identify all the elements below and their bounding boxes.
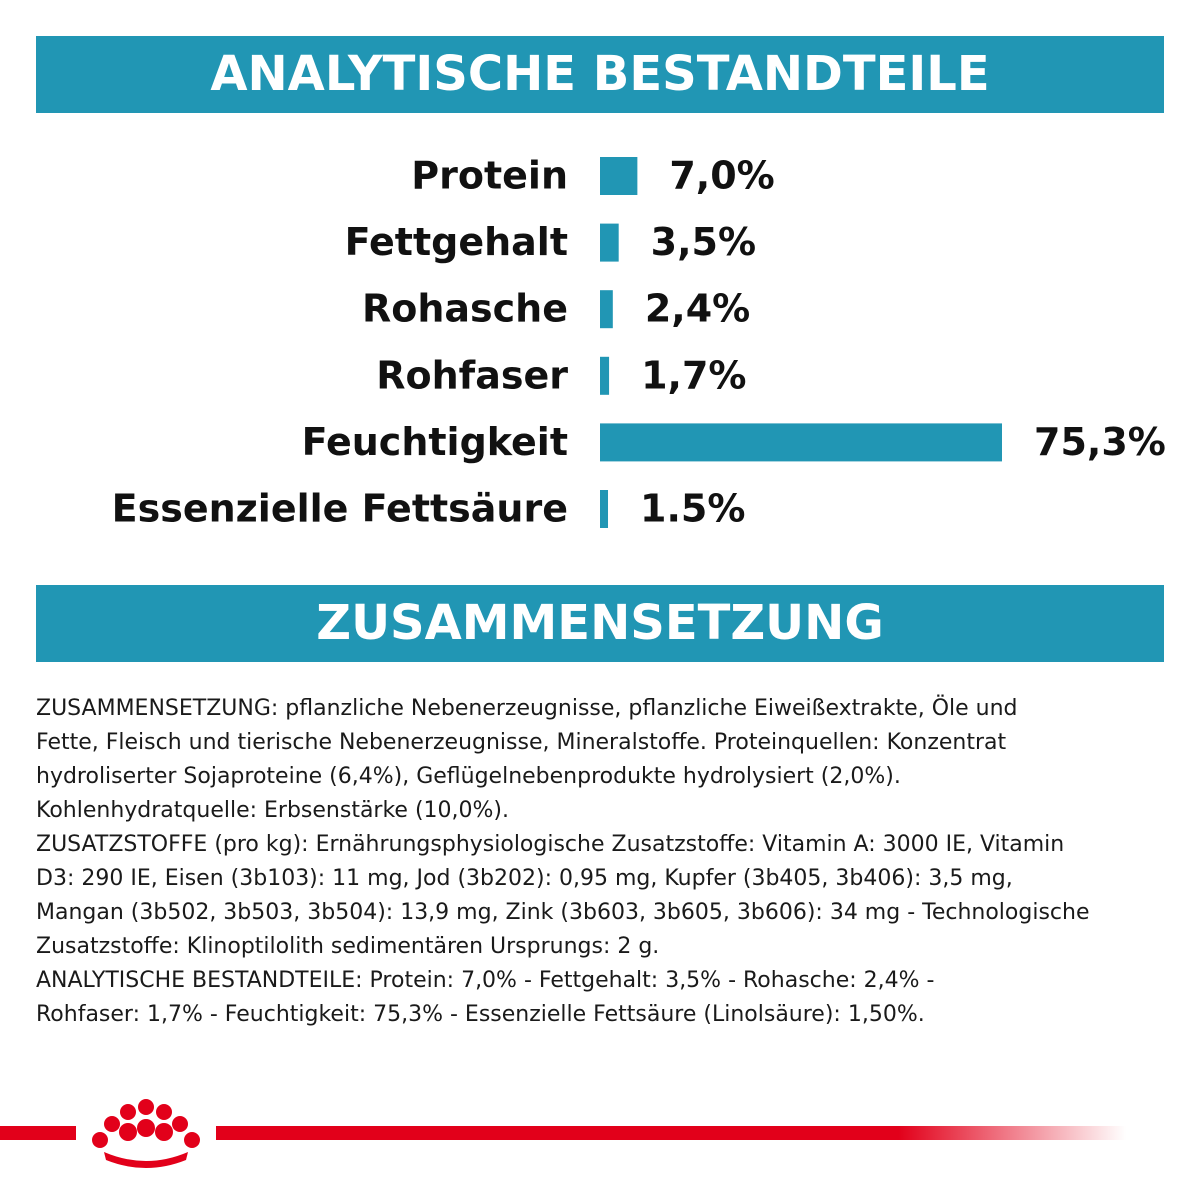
category-label: Rohfaser: [376, 353, 568, 397]
bar: [600, 223, 619, 262]
composition-line: ANALYTISCHE BESTANDTEILE: Protein: 7,0% …: [36, 968, 934, 993]
category-label: Fettgehalt: [345, 220, 568, 264]
logo: [0, 1099, 1126, 1168]
section-title: ZUSAMMENSETZUNG: [316, 595, 883, 651]
bar: [600, 157, 638, 195]
composition-line: Fette, Fleisch und tierische Nebenerzeug…: [36, 730, 1007, 755]
value-label: 1,7%: [641, 353, 746, 397]
composition-line: ZUSAMMENSETZUNG: pflanzliche Nebenerzeug…: [36, 695, 1018, 721]
chart-title: ANALYTISCHE BESTANDTEILE: [210, 46, 989, 102]
bar: [600, 356, 610, 395]
value-label: 75,3%: [1034, 420, 1166, 464]
value-label: 2,4%: [645, 287, 750, 331]
category-label: Rohasche: [362, 287, 568, 331]
composition-line: ZUSATZSTOFFE (pro kg): Ernährungsphysiol…: [36, 832, 1064, 857]
composition-line: D3: 290 IE, Eisen (3b103): 11 mg, Jod (3…: [36, 866, 1013, 891]
bar: [600, 290, 613, 329]
composition-line: Mangan (3b502, 3b503, 3b504): 13,9 mg, Z…: [36, 900, 1090, 925]
category-label: Protein: [411, 154, 568, 198]
composition-line: Zusatzstoffe: Klinoptilolith sedimentäre…: [36, 934, 659, 959]
value-label: 3,5%: [651, 220, 756, 264]
header-band: [36, 585, 1164, 662]
category-label: Feuchtigkeit: [302, 420, 568, 464]
header-band: [36, 36, 1164, 113]
composition-line: Kohlenhydratquelle: Erbsenstärke (10,0%)…: [36, 798, 509, 823]
category-label: Essenzielle Fettsäure: [112, 487, 568, 531]
value-label: 1.5%: [640, 487, 745, 531]
bar: [600, 490, 609, 528]
composition-line: Rohfaser: 1,7% - Feuchtigkeit: 75,3% - E…: [36, 1002, 925, 1027]
composition-line: hydroliserter Sojaproteine (6,4%), Geflü…: [36, 764, 901, 789]
bar: [600, 423, 1002, 462]
value-label: 7,0%: [669, 154, 774, 198]
